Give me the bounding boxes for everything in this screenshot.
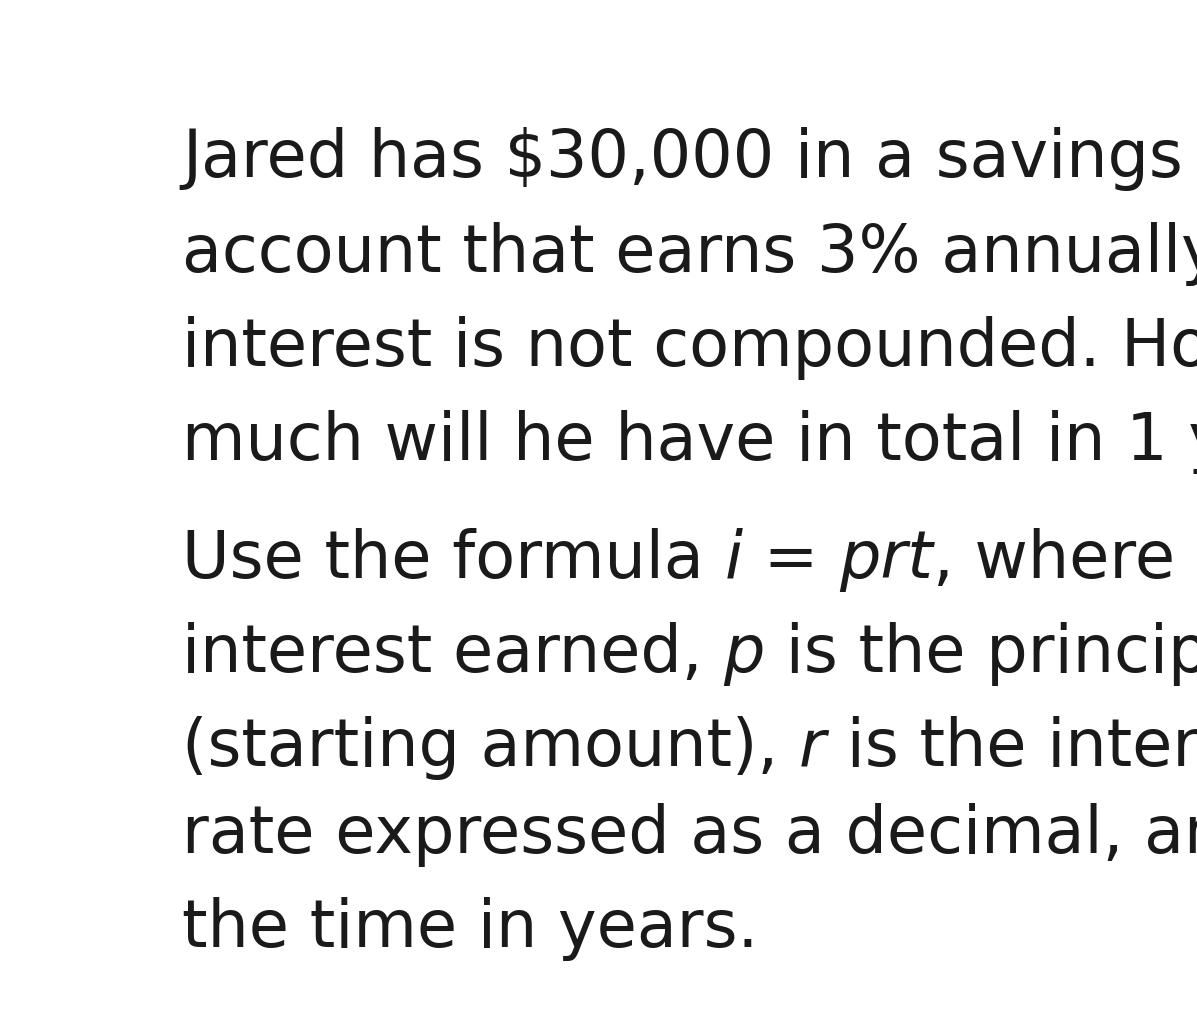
Text: prt: prt bbox=[839, 528, 932, 591]
Text: Jared has $30,000 in a savings: Jared has $30,000 in a savings bbox=[182, 127, 1183, 192]
Text: (starting amount),: (starting amount), bbox=[182, 715, 798, 780]
Text: is the principal: is the principal bbox=[765, 622, 1197, 686]
Text: the time in years.: the time in years. bbox=[182, 896, 759, 960]
Text: p: p bbox=[723, 622, 765, 686]
Text: is the interest: is the interest bbox=[826, 715, 1197, 780]
Text: =: = bbox=[742, 528, 839, 591]
Text: Use the formula: Use the formula bbox=[182, 528, 724, 591]
Text: , where: , where bbox=[932, 528, 1196, 591]
Text: i: i bbox=[1196, 528, 1197, 591]
Text: interest earned,: interest earned, bbox=[182, 622, 723, 686]
Text: i: i bbox=[724, 528, 742, 591]
Text: account that earns 3% annually. The: account that earns 3% annually. The bbox=[182, 221, 1197, 285]
Text: much will he have in total in 1 year?: much will he have in total in 1 year? bbox=[182, 410, 1197, 474]
Text: rate expressed as a decimal, and: rate expressed as a decimal, and bbox=[182, 802, 1197, 866]
Text: r: r bbox=[798, 715, 826, 780]
Text: interest is not compounded. How: interest is not compounded. How bbox=[182, 316, 1197, 379]
